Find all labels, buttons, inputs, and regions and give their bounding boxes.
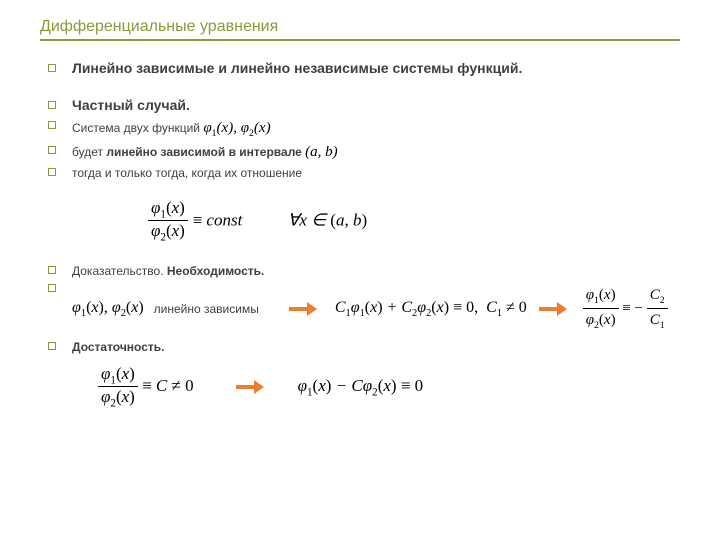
arrow-icon <box>289 307 309 311</box>
section2-line2-bold: линейно зависимой в интервале <box>106 145 305 159</box>
sufficiency-equation: φ1(x) φ2(x) ≡ C ≠ 0 φ1(x) − Cφ2(x) ≡ 0 <box>48 356 680 410</box>
section2-line1: Система двух функций φ1(x), φ2(x) <box>48 117 680 142</box>
proof-pre: Доказательство. <box>72 264 167 278</box>
proof-line-necessity: Доказательство. Необходимость. <box>48 262 680 280</box>
proof-result-frac: φ1(x) φ2(x) ≡ − C2 C1 <box>583 284 668 334</box>
section2-line1-math: φ1(x), φ2(x) <box>203 120 270 136</box>
proof-dependence-row: φ1(x), φ2(x) линейно зависимы C1φ1(x) + … <box>48 280 680 338</box>
proof-lin-comb: C1φ1(x) + C2φ2(x) ≡ 0, C1 ≠ 0 <box>335 296 527 322</box>
section2-line2: будет линейно зависимой в интервале (a, … <box>48 141 680 164</box>
arrow-icon <box>539 307 559 311</box>
section2-line3: тогда и только тогда, когда их отношение <box>48 164 680 182</box>
proof-sufficiency-label: Достаточность. <box>72 340 165 354</box>
frac-phi: φ1(x) φ2(x) <box>148 198 188 244</box>
section1-heading: Линейно зависимые и линейно независимые … <box>48 59 680 78</box>
slide-title: Дифференциальные уравнения <box>0 0 720 39</box>
section2-heading: Частный случай. <box>48 96 680 115</box>
proof-phi-pair: φ1(x), φ2(x) <box>72 296 144 322</box>
title-divider <box>40 39 680 41</box>
section2-line2-pre: будет <box>72 145 106 159</box>
arrow-icon <box>236 385 256 389</box>
suff-rhs: φ1(x) − Cφ2(x) ≡ 0 <box>298 376 424 398</box>
proof-sufficiency: Достаточность. <box>48 338 680 356</box>
proof-dep-text: линейно зависимы <box>154 300 259 318</box>
section2-line1-text: Система двух функций <box>72 121 203 135</box>
suff-lhs: φ1(x) φ2(x) ≡ C ≠ 0 <box>98 364 194 410</box>
section2-line2-math: (a, b) <box>305 144 338 160</box>
proof-necessity: Необходимость. <box>167 264 264 278</box>
equation-const-ratio: φ1(x) φ2(x) ≡ const ∀x ∈ (a, b) <box>48 182 680 262</box>
